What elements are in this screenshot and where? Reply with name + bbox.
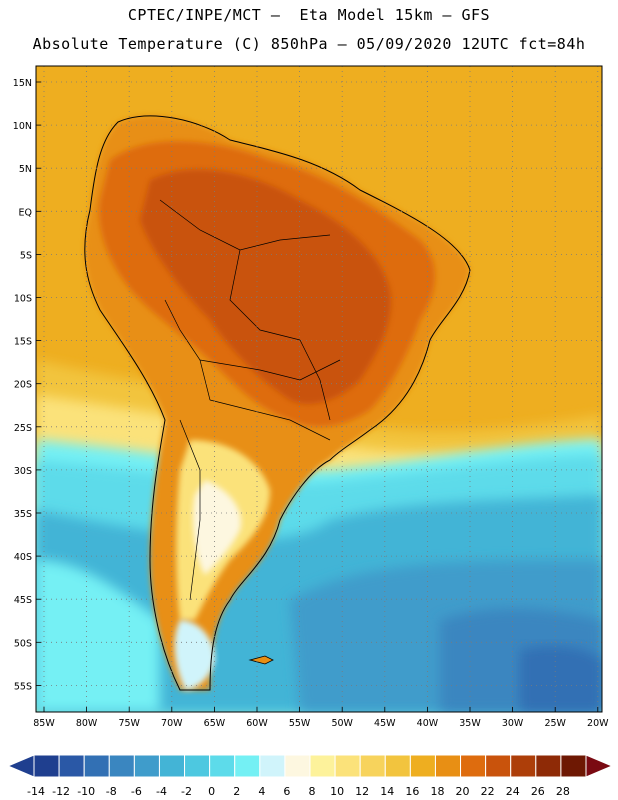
lon-label: 75W — [118, 718, 140, 729]
lat-label: 5S — [20, 250, 32, 261]
colorbar-label: -6 — [131, 785, 142, 798]
country-borders — [159, 199, 341, 601]
lat-label: 30S — [14, 466, 32, 477]
colorbar-swatch — [209, 754, 236, 778]
falklands — [248, 655, 274, 665]
lat-label: 45S — [14, 595, 32, 606]
coastline — [84, 115, 471, 691]
colorbar-swatch — [535, 754, 562, 778]
lon-label: 45W — [374, 718, 396, 729]
lon-label: 50W — [331, 718, 353, 729]
colorbar-swatch — [309, 754, 336, 778]
lat-label: 15N — [13, 78, 32, 89]
colorbar-swatch — [158, 754, 186, 778]
colorbar-boxes — [6, 754, 614, 778]
land-hot — [140, 169, 391, 404]
colorbar-swatch — [284, 754, 311, 778]
colorbar-swatch — [133, 754, 160, 778]
colorbar-swatch — [510, 754, 537, 778]
patagonia-cool — [174, 620, 215, 690]
colorbar-label: -4 — [156, 785, 167, 798]
colorbar-label: 24 — [506, 785, 520, 798]
lat-label: 55S — [14, 681, 32, 692]
latitude-labels: 15N 10N 5N EQ 5S 10S 15S 20S 25S 30S 35S 40S 45S 50S 5… — [13, 78, 32, 692]
pacific-cool-patch — [36, 560, 160, 712]
map-frame — [35, 65, 603, 713]
lon-label: 30W — [502, 718, 524, 729]
lat-label: 35S — [14, 509, 32, 520]
lon-label: 85W — [33, 718, 55, 729]
lat-label: 15S — [14, 337, 32, 348]
southern-cone-pale — [193, 480, 241, 575]
lon-label: 80W — [76, 718, 98, 729]
colorbar-label: 18 — [430, 785, 444, 798]
colorbar-label: 4 — [258, 785, 265, 798]
colorbar-label: 14 — [380, 785, 394, 798]
colorbar-label: -12 — [52, 785, 70, 798]
colorbar-label: 16 — [405, 785, 419, 798]
lat-label: 50S — [14, 638, 32, 649]
lon-label: 60W — [246, 718, 268, 729]
lon-label: 65W — [204, 718, 226, 729]
lat-label: 5N — [19, 164, 32, 175]
colorbar-swatch — [108, 754, 135, 778]
colorbar-label: 6 — [283, 785, 290, 798]
colorbar-swatch — [460, 754, 487, 778]
map-field — [36, 66, 602, 712]
colorbar-label: 0 — [208, 785, 215, 798]
colorbar-label: -14 — [27, 785, 45, 798]
colorbar-label: 10 — [330, 785, 344, 798]
colorbar-label: 28 — [556, 785, 570, 798]
lat-label: EQ — [19, 207, 32, 218]
colorbar-arrow-low — [6, 754, 35, 778]
lon-label: 40W — [417, 718, 439, 729]
colorbar-label: 22 — [481, 785, 495, 798]
colorbar-swatch — [58, 754, 85, 778]
colorbar-swatch — [33, 754, 60, 778]
colorbar-swatch — [259, 754, 286, 778]
colorbar-label: -8 — [106, 785, 117, 798]
lon-label: 25W — [544, 718, 566, 729]
lat-label: 25S — [14, 423, 32, 434]
colorbar-swatch — [485, 754, 512, 778]
title-line-variable: Absolute Temperature (C) 850hPa – 05/09/… — [32, 35, 586, 53]
lon-label: 20W — [587, 718, 609, 729]
colorbar-label: -10 — [77, 785, 95, 798]
colorbar-label: 20 — [456, 785, 470, 798]
colorbar-swatch — [234, 754, 261, 778]
colorbar-swatch — [334, 754, 361, 778]
lat-label: 40S — [14, 552, 32, 563]
colorbar-swatch — [409, 754, 436, 778]
colorbar-label: 12 — [355, 785, 369, 798]
ocean-band-deep — [520, 645, 602, 712]
lon-label: 70W — [161, 718, 183, 729]
graticule — [36, 66, 602, 712]
lat-label: 10S — [14, 294, 32, 305]
colorbar-labels: -14 -12 -10 -8 -6 -4 -2 0 2 4 6 8 10 12 14 16 18 20 22 24 26… — [27, 785, 570, 798]
colorbar-swatch — [384, 754, 411, 778]
temperature-map: 15N 10N 5N EQ 5S 10S 15S 20S 25S 30S 35S 40S 45S 50S 5… — [13, 65, 609, 729]
longitude-labels: 85W 80W 75W 70W 65W 60W 55W 50W 45W 40W 35W 30W 25W 2… — [33, 718, 609, 729]
lon-label: 35W — [459, 718, 481, 729]
lat-label: 20S — [14, 380, 32, 391]
colorbar-swatch — [83, 754, 110, 778]
title-line-model: CPTEC/INPE/MCT – Eta Model 15km – GFS — [127, 6, 491, 24]
colorbar-label: 8 — [309, 785, 316, 798]
colorbar-label: -2 — [181, 785, 192, 798]
colorbar-swatch — [184, 754, 211, 778]
colorbar: -14 -12 -10 -8 -6 -4 -2 0 2 4 6 8 10 12 14 16 18 20 22 24 26… — [6, 754, 614, 798]
colorbar-swatch — [434, 754, 462, 778]
colorbar-swatch — [359, 754, 386, 778]
colorbar-label: 26 — [531, 785, 545, 798]
colorbar-arrow-high — [585, 754, 614, 778]
colorbar-swatch — [560, 754, 587, 778]
lat-label: 10N — [13, 121, 32, 132]
lon-label: 55W — [289, 718, 311, 729]
colorbar-label: 2 — [233, 785, 240, 798]
